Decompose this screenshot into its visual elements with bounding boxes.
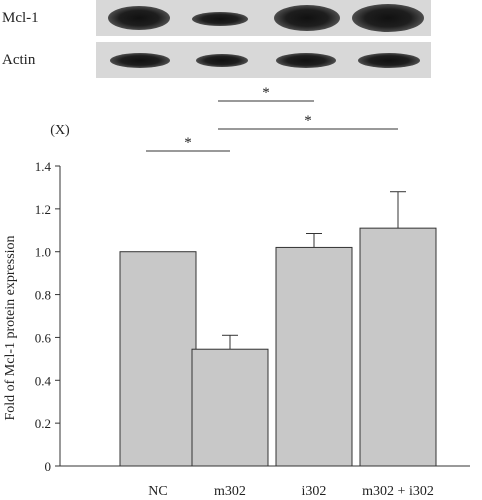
significance-brackets: * * * (146, 85, 398, 152)
blot-band (108, 6, 170, 30)
y-tick-label: 0.4 (35, 373, 52, 388)
blot-label-actin: Actin (2, 52, 36, 68)
x-tick-label: i302 (302, 484, 327, 499)
blot-strip-actin (96, 42, 431, 78)
x-tick-label: m302 (214, 484, 246, 499)
significance-star: * (184, 135, 192, 151)
y-axis-label: Fold of Mcl-1 protein expression (3, 235, 18, 420)
y-axis: 0 0.2 0.4 0.6 0.8 1.0 1.2 1.4 (35, 159, 61, 474)
y-tick-label: 0.8 (35, 288, 51, 303)
significance-star: * (262, 85, 270, 101)
blot-band (352, 4, 424, 32)
y-unit-label: (X) (50, 123, 70, 138)
y-tick-label: 0 (45, 459, 52, 474)
blot-band (192, 12, 248, 26)
blot-band (196, 54, 248, 67)
blot-label-mcl1: Mcl-1 (2, 10, 39, 26)
y-tick-label: 1.0 (35, 245, 51, 260)
y-tick-label: 1.2 (35, 202, 51, 217)
blot-band (274, 5, 340, 31)
x-tick-label: NC (148, 484, 167, 499)
blot-band (358, 53, 420, 68)
bar (119, 251, 197, 467)
blot-band (276, 53, 336, 68)
x-tick-label: m302 + i302 (362, 484, 434, 499)
blot-strip-mcl1 (96, 0, 431, 36)
y-tick-label: 1.4 (35, 159, 52, 174)
y-tick-label: 0.2 (35, 416, 51, 431)
x-axis: NC m302 i302 m302 + i302 (60, 465, 470, 499)
y-tick-label: 0.6 (35, 330, 52, 345)
significance-star: * (304, 113, 312, 129)
bars (119, 191, 437, 467)
bar (359, 227, 437, 467)
blot-band (110, 53, 170, 68)
bar (191, 348, 269, 467)
bar (275, 246, 353, 467)
